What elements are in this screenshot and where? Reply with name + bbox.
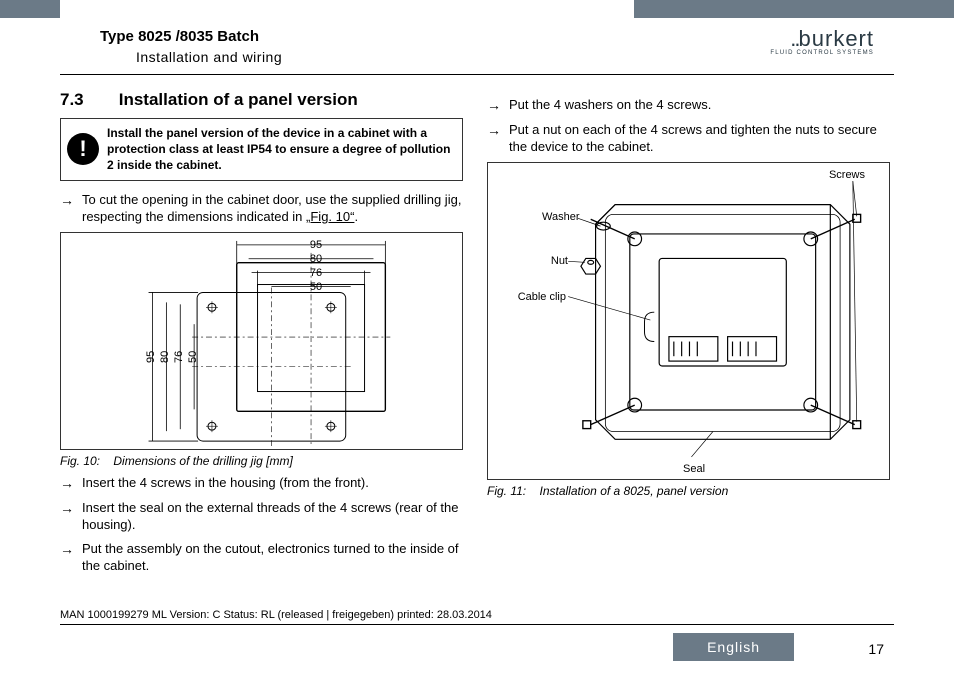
header-rule [60, 74, 894, 75]
logo-name: burkert [799, 26, 874, 51]
section-title: Installation of a panel version [119, 90, 358, 109]
footer-meta: MAN 1000199279 ML Version: C Status: RL … [60, 609, 492, 621]
arrow-icon: → [487, 121, 509, 156]
step-text: Insert the seal on the external threads … [82, 499, 463, 534]
section-number: 7.3 [60, 90, 114, 110]
fig11-text: Installation of a 8025, panel version [539, 484, 728, 498]
step-item: → Put the assembly on the cutout, electr… [60, 540, 463, 575]
fig10-label: Fig. 10: [60, 454, 100, 468]
footer-rule [60, 624, 894, 625]
header-accent-bars [0, 0, 954, 18]
step-text: To cut the opening in the cabinet door, … [82, 191, 463, 226]
arrow-icon: → [487, 96, 509, 115]
step-text: Put the assembly on the cutout, electron… [82, 540, 463, 575]
doc-type-title: Type 8025 /8035 Batch [100, 28, 480, 45]
fig11-label: Fig. 11: [487, 484, 526, 498]
header-block: Type 8025 /8035 Batch Installation and w… [100, 28, 480, 65]
logo-tagline: FLUID CONTROL SYSTEMS [724, 50, 874, 56]
step-text: Insert the 4 screws in the housing (from… [82, 474, 463, 493]
brand-logo: ..burkert FLUID CONTROL SYSTEMS [724, 26, 874, 56]
jig-diagram-svg [61, 233, 462, 449]
panel-diagram-svg [488, 163, 889, 479]
accent-bar-left [0, 0, 60, 18]
left-column: 7.3 Installation of a panel version ! In… [60, 90, 463, 623]
step-item: → To cut the opening in the cabinet door… [60, 191, 463, 226]
arrow-icon: → [60, 540, 82, 575]
step-text: Put the 4 washers on the 4 screws. [509, 96, 890, 115]
figure-11: Screws Washer Nut Cable clip Seal [487, 162, 890, 480]
figure-10-caption: Fig. 10: Dimensions of the drilling jig … [60, 454, 463, 468]
arrow-icon: → [60, 499, 82, 534]
step-text: Put a nut on each of the 4 screws and ti… [509, 121, 890, 156]
fig-ref-link[interactable]: „Fig. 10“ [306, 209, 354, 224]
doc-subtitle: Installation and wiring [136, 49, 480, 65]
arrow-icon: → [60, 191, 82, 226]
step-item: → Put the 4 washers on the 4 screws. [487, 96, 890, 115]
warning-icon: ! [67, 133, 99, 165]
step-item: → Insert the seal on the external thread… [60, 499, 463, 534]
page-number: 17 [868, 641, 884, 657]
section-heading: 7.3 Installation of a panel version [60, 90, 463, 110]
content-area: 7.3 Installation of a panel version ! In… [60, 90, 890, 623]
warning-text: Install the panel version of the device … [107, 126, 450, 172]
step-item: → Insert the 4 screws in the housing (fr… [60, 474, 463, 493]
step-item: → Put a nut on each of the 4 screws and … [487, 121, 890, 156]
right-column: → Put the 4 washers on the 4 screws. → P… [487, 90, 890, 623]
accent-bar-right [634, 0, 954, 18]
fig10-text: Dimensions of the drilling jig [mm] [113, 454, 292, 468]
arrow-icon: → [60, 474, 82, 493]
logo-wordmark: ..burkert [724, 26, 874, 52]
figure-10: 95 80 76 50 95 80 76 50 [60, 232, 463, 450]
figure-11-caption: Fig. 11: Installation of a 8025, panel v… [487, 484, 890, 498]
language-badge: English [673, 633, 794, 661]
warning-callout: ! Install the panel version of the devic… [60, 118, 463, 181]
